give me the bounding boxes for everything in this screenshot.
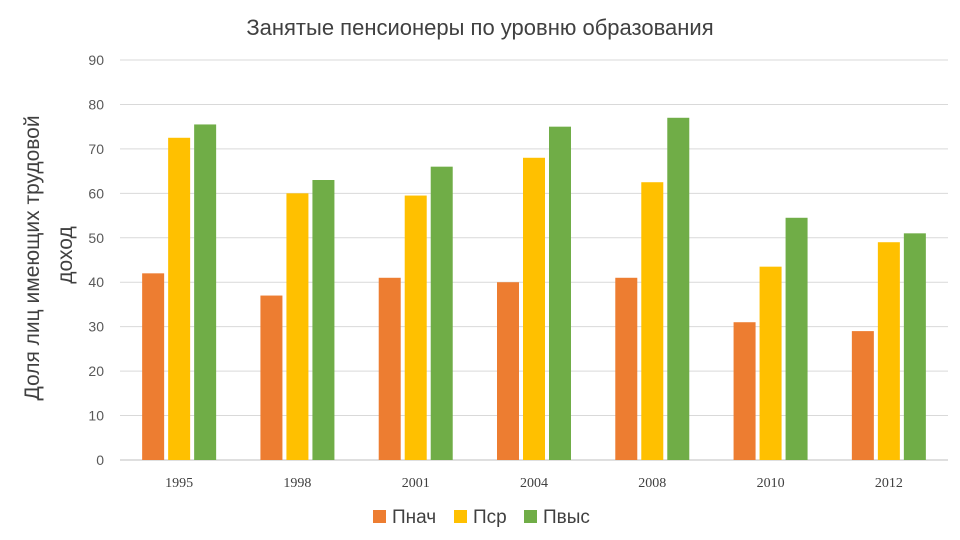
bar-2012-3: [903, 233, 926, 460]
y-tick-label: 10: [88, 408, 104, 424]
y-tick-label: 60: [88, 185, 104, 201]
x-tick-label: 2012: [875, 476, 903, 491]
x-tick-label: 1995: [165, 476, 193, 491]
y-tick-label: 50: [88, 230, 104, 246]
bar-2008-3: [667, 117, 690, 461]
legend-label-3: Пвыс: [543, 507, 590, 528]
bars: [142, 117, 926, 461]
bar-1995-2: [168, 137, 191, 460]
x-tick-labels: 1995 1998 2001 2004 2008 2010 2012: [165, 476, 903, 491]
bar-1995-3: [194, 124, 217, 460]
bar-2001-1: [378, 277, 401, 460]
y-tick-label: 90: [88, 52, 104, 68]
y-axis-label-line-2: доход: [54, 226, 77, 283]
bar-2010-3: [785, 217, 808, 460]
x-tick-label: 2001: [402, 476, 430, 491]
x-tick-label: 2010: [757, 476, 785, 491]
legend-label-2: Пср: [473, 507, 507, 528]
bar-2012-1: [851, 331, 874, 460]
y-tick-labels: 0 10 20 30 40 50 60 70 80 90: [88, 52, 104, 468]
bar-2010-1: [733, 322, 756, 460]
bar-1998-2: [286, 193, 309, 461]
legend-swatch-3: [524, 510, 537, 523]
y-tick-label: 0: [96, 452, 104, 468]
y-tick-label: 20: [88, 363, 104, 379]
bar-2010-2: [759, 266, 782, 460]
bar-1995-1: [142, 273, 165, 460]
bar-2004-1: [497, 282, 519, 460]
y-tick-label: 30: [88, 319, 104, 335]
legend-swatch-1: [373, 510, 386, 523]
x-tick-label: 2008: [638, 476, 666, 491]
x-tick-label: 1998: [283, 476, 311, 491]
bar-1998-3: [312, 180, 335, 460]
legend-label-1: Пнач: [392, 507, 436, 528]
chart-title: Занятые пенсионеры по уровню образования: [246, 15, 713, 40]
legend: Пнач Пср Пвыс: [373, 507, 590, 528]
bar-2001-3: [430, 166, 453, 460]
y-tick-label: 40: [88, 274, 104, 290]
bar-2001-2: [404, 195, 427, 461]
bar-2004-3: [549, 126, 571, 461]
y-axis-label-line-1: Доля лиц имеющих трудовой: [21, 115, 44, 400]
bar-2004-2: [523, 157, 545, 460]
y-axis-label: Доля лиц имеющих трудовой доход: [21, 110, 77, 401]
legend-swatch-2: [454, 510, 467, 523]
bar-2008-1: [615, 277, 638, 460]
bar-2008-2: [641, 182, 664, 460]
bar-2012-2: [877, 242, 900, 460]
bar-1998-1: [260, 295, 283, 460]
y-tick-label: 80: [88, 96, 104, 112]
y-tick-label: 70: [88, 141, 104, 157]
x-tick-label: 2004: [520, 476, 548, 491]
